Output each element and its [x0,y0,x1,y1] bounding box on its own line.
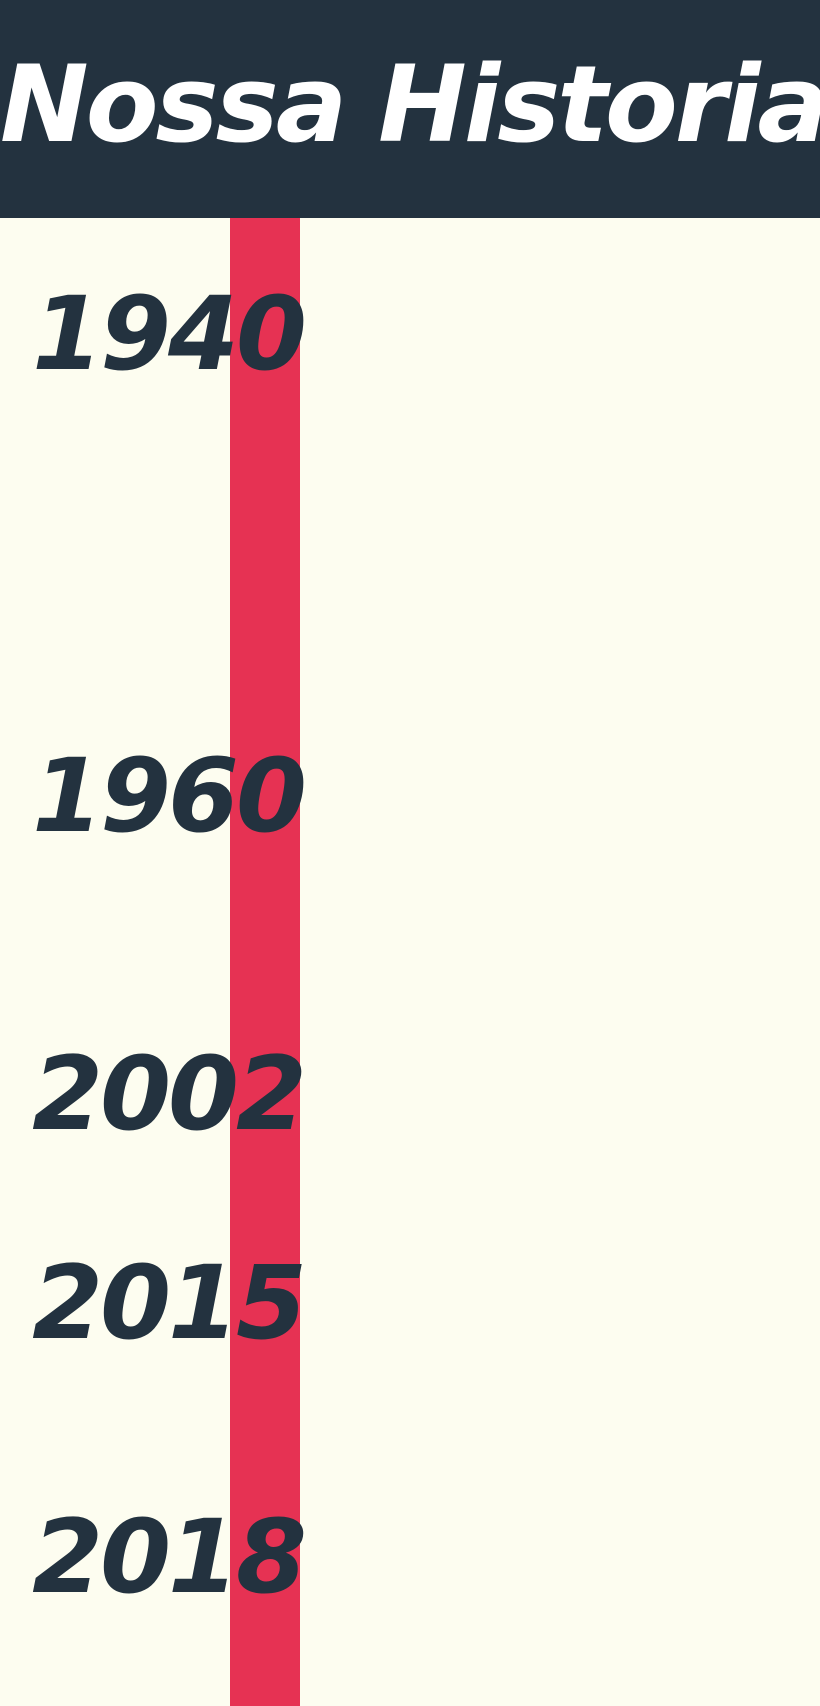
timeline-year-1960: 1960 [32,737,307,856]
timeline-year-2002: 2002 [32,1035,307,1154]
page-title: Nossa Historia [0,43,820,166]
page-header: Nossa Historia [0,0,820,218]
timeline-bar [230,218,300,1706]
timeline-year-1940: 1940 [32,275,307,394]
timeline-year-2015: 2015 [32,1244,307,1363]
timeline-year-2018: 2018 [32,1498,307,1617]
